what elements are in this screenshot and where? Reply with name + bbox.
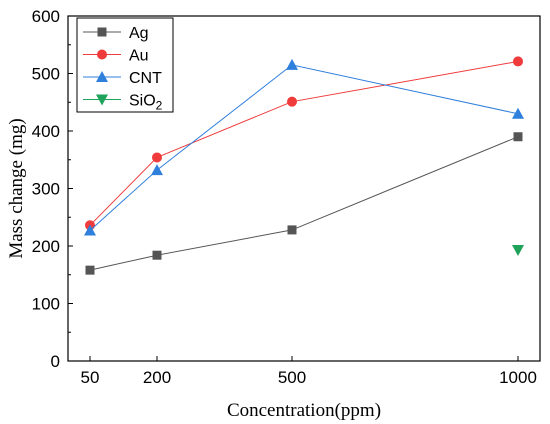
- legend-marker-ag: [97, 27, 107, 37]
- y-tick-label: 100: [32, 295, 60, 314]
- data-point-cnt: [286, 58, 298, 70]
- legend-subscript: 2: [156, 99, 163, 113]
- series-ag: [85, 132, 523, 275]
- y-tick-label: 600: [32, 7, 60, 26]
- legend-label-ag: Ag: [129, 25, 149, 42]
- x-tick-label: 50: [81, 368, 100, 387]
- y-tick-label: 200: [32, 237, 60, 256]
- data-point-cnt: [512, 107, 524, 119]
- x-axis-title: Concentration(ppm): [227, 400, 381, 421]
- data-point-au: [513, 56, 523, 67]
- data-point-au: [287, 96, 297, 107]
- legend-marker-sio: [96, 94, 108, 106]
- data-point-ag: [287, 225, 297, 235]
- data-point-ag: [513, 132, 523, 142]
- y-axis-title: Mass change (mg): [6, 118, 27, 258]
- series-sio: [512, 245, 524, 257]
- series-cnt: [84, 58, 524, 236]
- x-tick-label: 1000: [499, 368, 537, 387]
- series-layer: [84, 56, 524, 275]
- series-au: [85, 56, 523, 231]
- data-point-ag: [85, 265, 95, 275]
- y-tick-label: 300: [32, 180, 60, 199]
- data-point-ag: [152, 250, 162, 260]
- x-tick-label: 200: [143, 368, 171, 387]
- legend: Ag Au CNT SiO2: [76, 17, 174, 113]
- y-tick-label: 400: [32, 122, 60, 141]
- y-tick-label: 500: [32, 65, 60, 84]
- series-line-cnt: [89, 64, 519, 231]
- y-tick-label: 0: [51, 352, 60, 371]
- legend-box: [76, 17, 174, 113]
- legend-label-cnt: CNT: [129, 70, 162, 87]
- legend-label-sio: SiO2: [129, 93, 163, 113]
- data-point-cnt: [151, 164, 163, 176]
- x-tick-label: 500: [278, 368, 306, 387]
- y-axis: 0 100 200 300 400 500 600: [32, 7, 73, 371]
- legend-marker-cnt: [96, 71, 108, 82]
- x-axis: 50 200 500 1000: [81, 356, 537, 387]
- data-point-cnt: [84, 224, 96, 236]
- data-point-au: [152, 152, 162, 163]
- legend-marker-au: [97, 49, 107, 60]
- series-line-ag: [89, 136, 519, 271]
- legend-label-au: Au: [129, 48, 149, 65]
- series-line-au: [89, 60, 519, 226]
- data-point-sio: [512, 245, 524, 257]
